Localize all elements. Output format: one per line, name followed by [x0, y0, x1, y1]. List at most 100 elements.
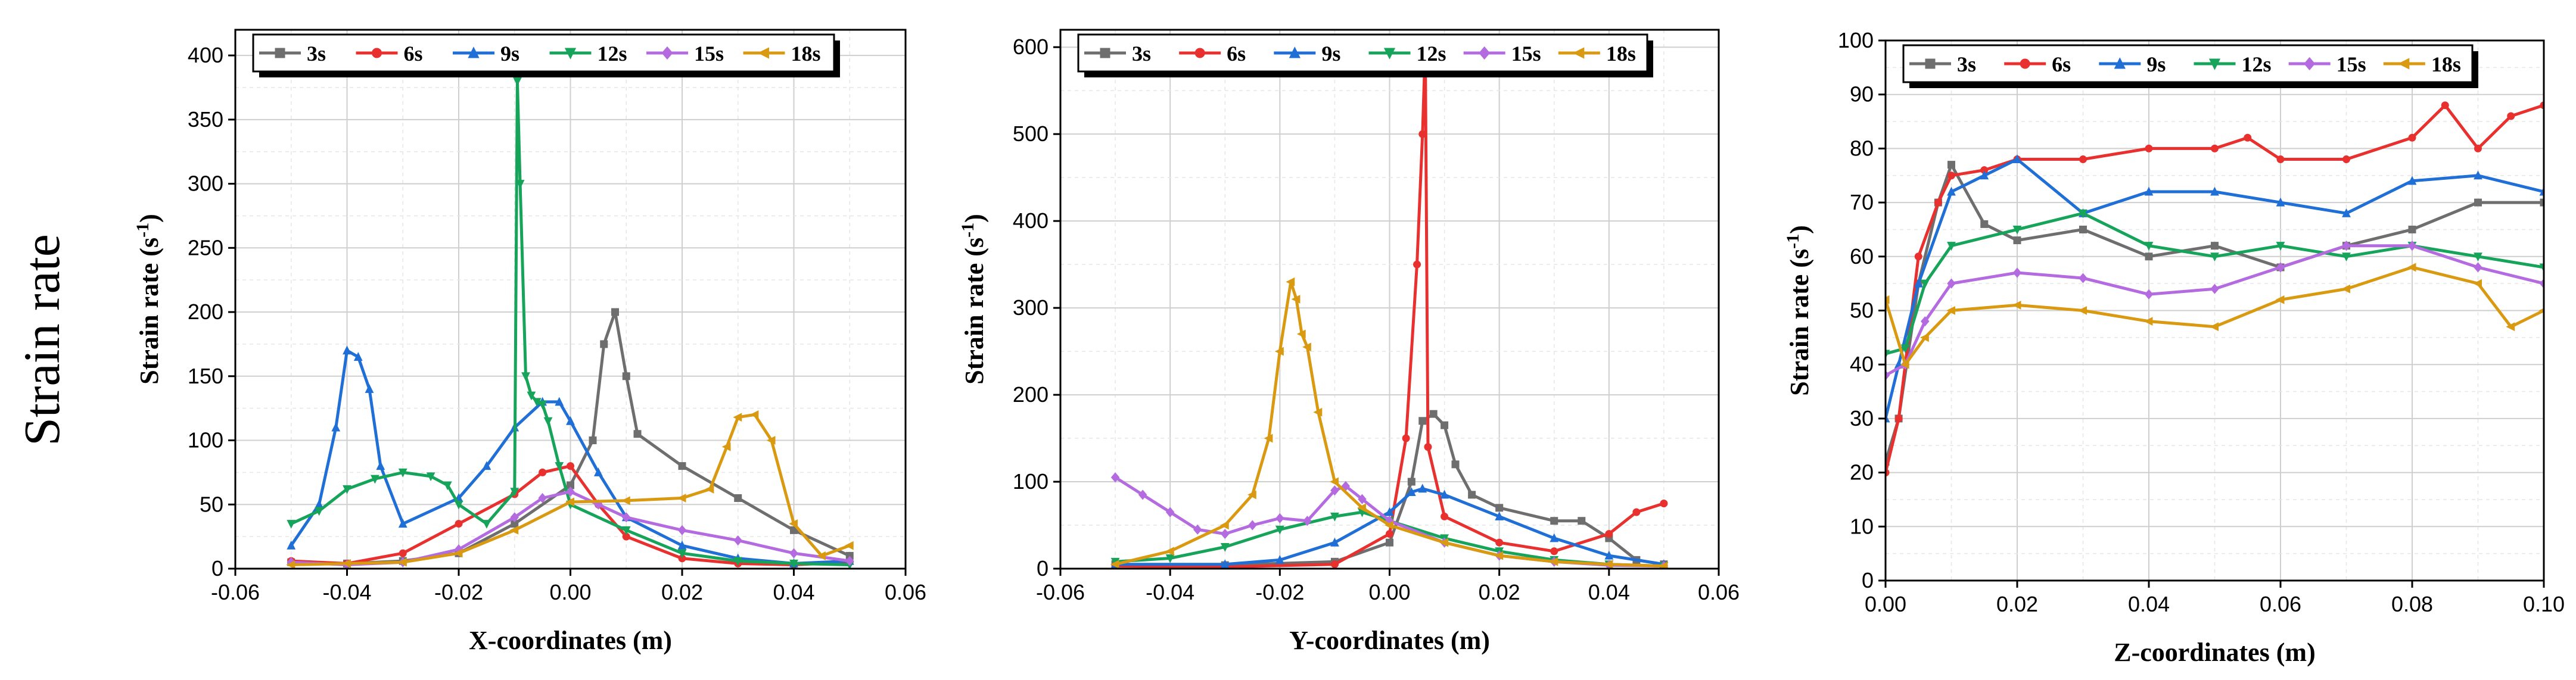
x-tick-label: 0.02	[1479, 580, 1520, 604]
data-point	[2144, 242, 2154, 251]
legend-label-18s: 18s	[1606, 42, 1636, 65]
data-point	[600, 340, 608, 348]
y-tick-label: 10	[1850, 514, 1874, 538]
y-tick-label: 30	[1850, 406, 1874, 431]
data-point	[538, 492, 547, 504]
data-point	[2143, 317, 2153, 326]
legend-label-12s: 12s	[598, 42, 627, 65]
y-tick-label: 200	[188, 300, 223, 324]
data-point	[766, 436, 776, 445]
data-point	[2145, 144, 2153, 152]
data-point	[1886, 413, 1890, 423]
series-line-6s	[1886, 104, 2544, 473]
legend-marker-18s	[2398, 58, 2410, 70]
data-point	[1165, 507, 1175, 517]
data-point	[2473, 279, 2482, 288]
y-axis-title: Strain rate (s-1)	[1783, 225, 1815, 396]
data-point	[1549, 557, 1558, 566]
y-tick-label: 200	[1013, 382, 1049, 407]
series-18s	[286, 410, 854, 569]
y-tick-label: 80	[1850, 136, 1874, 160]
data-point	[1451, 460, 1460, 469]
series-6s	[1886, 101, 2544, 477]
data-point	[2079, 225, 2087, 233]
legend-marker-12s	[2208, 58, 2221, 70]
data-point	[2507, 112, 2515, 120]
data-point	[1248, 520, 1257, 531]
x-tick-label: 0.00	[549, 580, 591, 604]
y-tick-label: 50	[1850, 298, 1874, 323]
data-point	[733, 557, 743, 566]
legend-box	[252, 33, 835, 73]
data-point	[2210, 252, 2219, 262]
y-tick-label: 400	[188, 43, 223, 67]
legend-label-12s: 12s	[1417, 42, 1446, 65]
chart-panel-1: -0.06 -0.04 -0.02 0.00 0.02 0.04 0.06 0 50 100 150…	[133, 29, 926, 655]
legend-label-9s: 9s	[2146, 52, 2166, 76]
data-point	[2144, 289, 2154, 300]
data-point	[790, 526, 798, 534]
x-tick-label: 0.08	[2391, 592, 2433, 616]
data-point	[1914, 278, 1923, 288]
legend-label-18s: 18s	[2431, 52, 2461, 76]
data-point	[1275, 347, 1284, 356]
x-tick-label: 0.06	[2260, 592, 2301, 616]
data-point	[1495, 504, 1504, 512]
legend: 3s 6s 9s 12s 15s 18s	[252, 33, 840, 77]
data-point	[1934, 198, 1942, 207]
data-point	[566, 486, 575, 497]
series-line-18s	[291, 413, 851, 566]
data-point	[482, 520, 491, 529]
data-point	[1441, 512, 1449, 520]
data-point	[705, 484, 714, 494]
series-18s	[1110, 277, 1668, 569]
data-point	[1632, 508, 1641, 516]
legend-label-6s: 6s	[2052, 52, 2071, 76]
x-axis-title: X-coordinates (m)	[469, 626, 672, 655]
data-point	[1900, 360, 1909, 369]
legend: 3s 6s 9s 12s 15s 18s	[1902, 44, 2478, 88]
data-point	[555, 397, 564, 406]
data-point	[1330, 477, 1339, 486]
series-12s	[287, 77, 854, 569]
data-point	[2276, 197, 2285, 207]
x-tick-label: -0.02	[434, 580, 483, 604]
data-point	[1900, 344, 1910, 354]
data-point	[1495, 538, 1504, 547]
data-point	[789, 548, 798, 559]
data-point	[1165, 547, 1174, 556]
data-point	[1219, 520, 1229, 530]
data-point	[621, 512, 631, 523]
data-point	[443, 481, 452, 491]
data-point	[2276, 262, 2285, 273]
data-point	[2342, 155, 2350, 164]
data-point	[1385, 520, 1393, 530]
x-tick-label: 0.06	[1698, 580, 1740, 604]
x-tick-label: 0.04	[2128, 592, 2170, 616]
data-point	[1440, 489, 1449, 499]
data-point	[455, 520, 463, 528]
data-point	[398, 468, 407, 478]
series-line-12s	[290, 79, 850, 566]
legend-box	[1902, 44, 2474, 83]
y-tick-label: 100	[1013, 469, 1049, 494]
y-tick-label: 20	[1850, 460, 1874, 485]
chart-panel-3: 0.00 0.02 0.04 0.06 0.08 0.10 0 10 20 30 40 50 60 70 8…	[1783, 28, 2565, 667]
data-point	[2539, 278, 2544, 289]
legend-marker-9s	[2114, 57, 2126, 69]
y-tick-label: 300	[1013, 295, 1049, 320]
data-point	[2210, 283, 2219, 294]
data-point	[2211, 144, 2219, 152]
data-point	[2012, 225, 2022, 235]
data-point	[2407, 176, 2417, 185]
data-point	[370, 475, 379, 484]
data-point	[353, 352, 363, 361]
data-point	[453, 548, 463, 558]
data-point	[1275, 513, 1284, 523]
data-point	[513, 77, 522, 86]
data-point	[1604, 560, 1613, 569]
data-point	[287, 520, 296, 529]
data-point	[622, 372, 630, 380]
legend-marker-3s	[275, 48, 285, 58]
data-point	[509, 525, 519, 535]
